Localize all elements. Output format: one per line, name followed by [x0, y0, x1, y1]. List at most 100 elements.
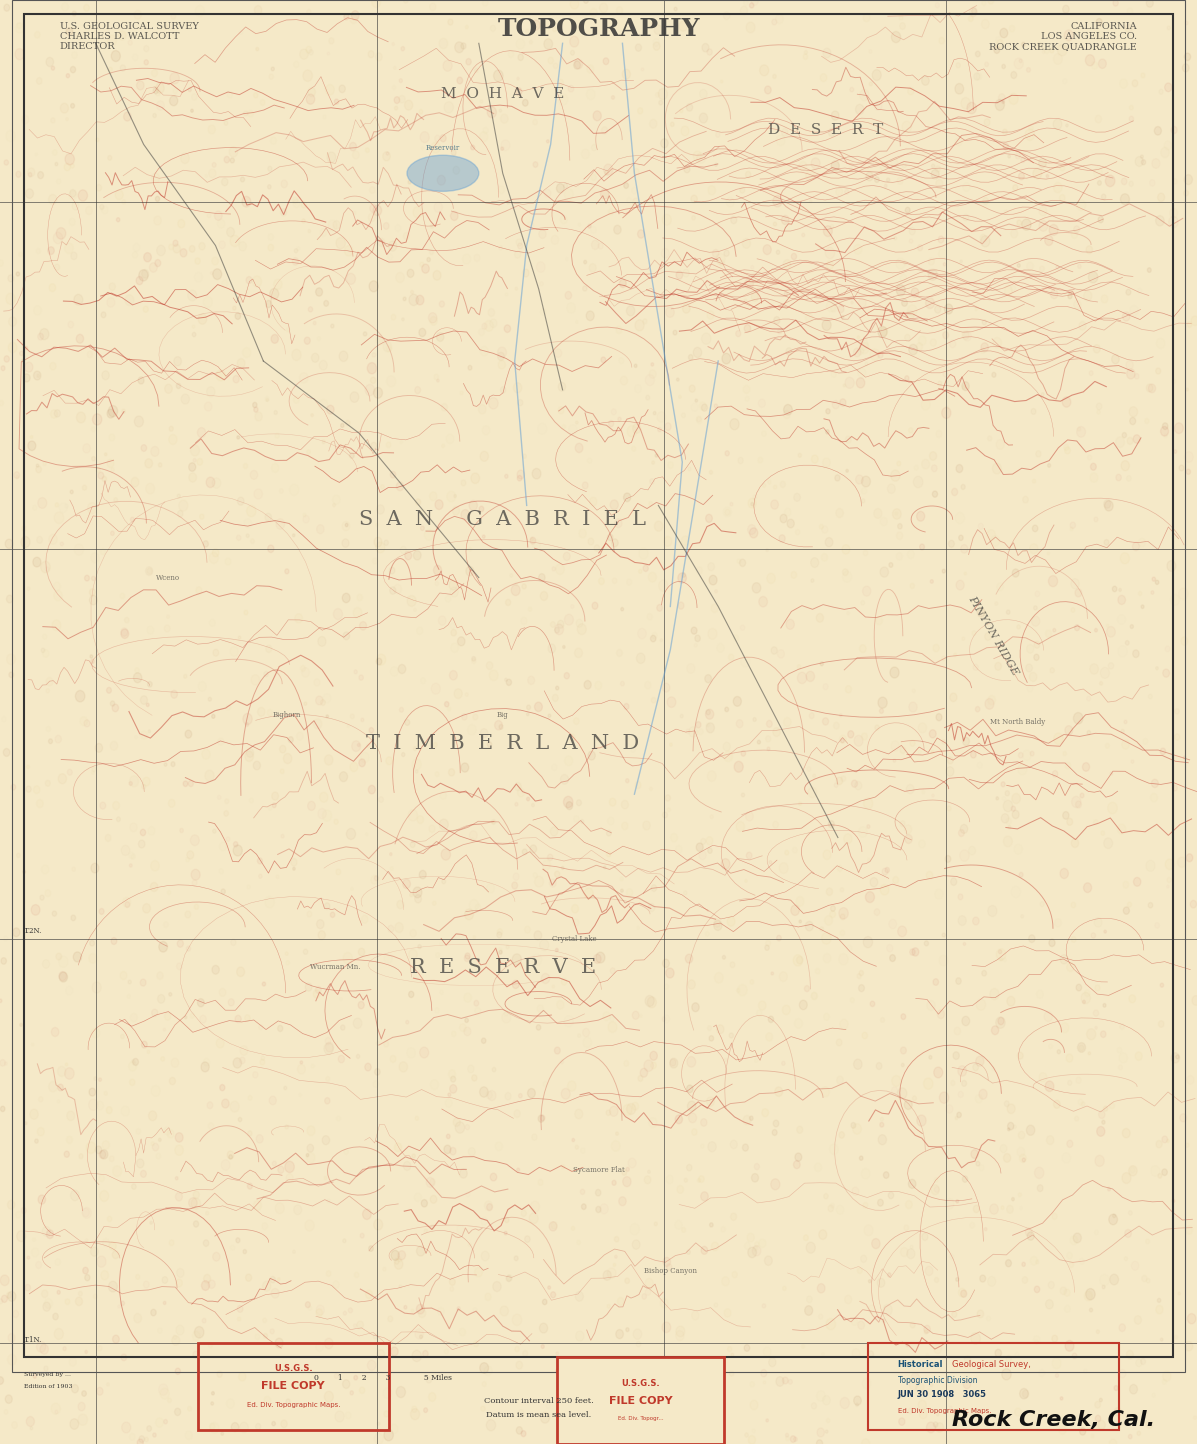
Circle shape [621, 1170, 627, 1175]
Circle shape [1059, 195, 1065, 201]
Circle shape [880, 885, 889, 895]
Text: LOS ANGELES CO.: LOS ANGELES CO. [1041, 32, 1137, 40]
Circle shape [227, 1151, 233, 1160]
Circle shape [84, 4, 90, 12]
Circle shape [104, 453, 107, 456]
Circle shape [419, 328, 426, 336]
Circle shape [1005, 1259, 1011, 1266]
Circle shape [212, 1392, 214, 1395]
Circle shape [1034, 641, 1040, 648]
Circle shape [1053, 1100, 1061, 1109]
Circle shape [148, 1110, 157, 1121]
Circle shape [539, 1115, 545, 1122]
Circle shape [1156, 1305, 1163, 1314]
Circle shape [1186, 853, 1192, 862]
Circle shape [660, 1380, 668, 1391]
Circle shape [967, 103, 977, 114]
Circle shape [1137, 1431, 1141, 1435]
Circle shape [0, 999, 2, 1002]
Circle shape [277, 1365, 279, 1369]
Circle shape [734, 696, 741, 706]
Circle shape [102, 477, 107, 482]
Circle shape [977, 1310, 984, 1318]
Circle shape [34, 1375, 36, 1378]
Circle shape [352, 10, 359, 20]
Circle shape [32, 557, 41, 567]
Circle shape [1129, 1165, 1137, 1175]
Circle shape [765, 87, 771, 94]
Circle shape [1162, 423, 1168, 429]
Circle shape [369, 786, 376, 794]
Circle shape [470, 474, 480, 484]
Circle shape [176, 1279, 182, 1287]
Circle shape [840, 738, 844, 742]
Circle shape [745, 325, 751, 332]
Circle shape [959, 1288, 966, 1297]
Circle shape [1017, 1053, 1023, 1058]
Circle shape [929, 729, 936, 738]
Circle shape [318, 931, 326, 940]
Text: Datum is mean sea level.: Datum is mean sea level. [486, 1411, 591, 1419]
Text: Mt North Baldy: Mt North Baldy [990, 718, 1045, 726]
Circle shape [523, 269, 529, 277]
Circle shape [1086, 1288, 1095, 1300]
Circle shape [272, 791, 279, 800]
Circle shape [479, 507, 484, 511]
Circle shape [837, 777, 843, 784]
Circle shape [178, 219, 184, 228]
Circle shape [411, 290, 413, 293]
Circle shape [745, 1344, 749, 1352]
Circle shape [897, 461, 901, 466]
Circle shape [889, 954, 895, 962]
Circle shape [826, 430, 830, 435]
Circle shape [330, 913, 335, 917]
Circle shape [314, 991, 320, 998]
Circle shape [237, 967, 244, 976]
Circle shape [512, 980, 519, 989]
Circle shape [831, 160, 839, 170]
Circle shape [341, 423, 344, 427]
Circle shape [1155, 580, 1159, 585]
Circle shape [626, 1103, 636, 1115]
Circle shape [65, 163, 71, 170]
Circle shape [446, 1134, 450, 1139]
Circle shape [116, 218, 120, 222]
Circle shape [156, 196, 159, 201]
Circle shape [1148, 267, 1152, 273]
Circle shape [421, 264, 430, 273]
Circle shape [638, 108, 643, 114]
Circle shape [235, 313, 241, 319]
Circle shape [213, 650, 219, 656]
Circle shape [691, 627, 697, 634]
Circle shape [28, 440, 36, 451]
Circle shape [662, 1359, 668, 1366]
Circle shape [358, 949, 365, 956]
Circle shape [129, 1079, 135, 1086]
Circle shape [373, 537, 382, 547]
Circle shape [1152, 578, 1155, 582]
Circle shape [803, 1235, 808, 1240]
Text: CALIFORNIA: CALIFORNIA [1070, 22, 1137, 30]
Circle shape [51, 66, 55, 71]
Circle shape [548, 1285, 551, 1289]
Circle shape [1120, 553, 1130, 563]
Circle shape [505, 1217, 509, 1223]
Circle shape [564, 796, 573, 807]
Circle shape [687, 1084, 693, 1093]
Text: Big: Big [497, 710, 509, 719]
Text: Ed. Div. Topographic Maps.: Ed. Div. Topographic Maps. [247, 1402, 340, 1408]
Circle shape [857, 336, 859, 339]
Circle shape [541, 1344, 545, 1349]
Circle shape [424, 1408, 427, 1412]
Circle shape [721, 859, 730, 869]
Circle shape [186, 731, 192, 738]
Circle shape [65, 1151, 69, 1157]
Circle shape [794, 954, 803, 966]
Circle shape [77, 412, 85, 423]
Circle shape [798, 801, 802, 806]
Text: U.S.G.S.: U.S.G.S. [621, 1379, 660, 1388]
Text: Rock Creek, Cal.: Rock Creek, Cal. [952, 1409, 1155, 1430]
Circle shape [1049, 939, 1055, 947]
Circle shape [582, 1204, 587, 1210]
Circle shape [909, 1180, 916, 1188]
